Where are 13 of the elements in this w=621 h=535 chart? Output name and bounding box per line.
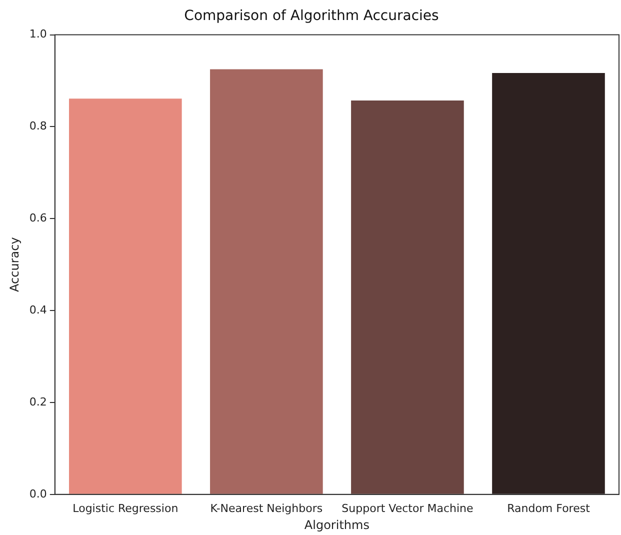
x-tick-label: K-Nearest Neighbors: [210, 502, 323, 515]
x-tick-label: Support Vector Machine: [342, 502, 474, 515]
y-tick-label: 0.0: [29, 487, 47, 500]
y-tick-label: 0.4: [29, 303, 47, 316]
x-axis-title: Algorithms: [304, 518, 370, 532]
y-tick-label: 0.8: [29, 120, 47, 133]
x-tick-label: Random Forest: [507, 502, 591, 515]
y-tick-label: 0.2: [29, 395, 47, 408]
y-tick-label: 0.6: [29, 212, 47, 224]
chart-title: Comparison of Algorithm Accuracies: [184, 8, 439, 24]
y-tick-label: 1.0: [29, 28, 47, 41]
x-tick-label: Logistic Regression: [72, 502, 178, 515]
y-axis-title: Accuracy: [7, 237, 22, 292]
